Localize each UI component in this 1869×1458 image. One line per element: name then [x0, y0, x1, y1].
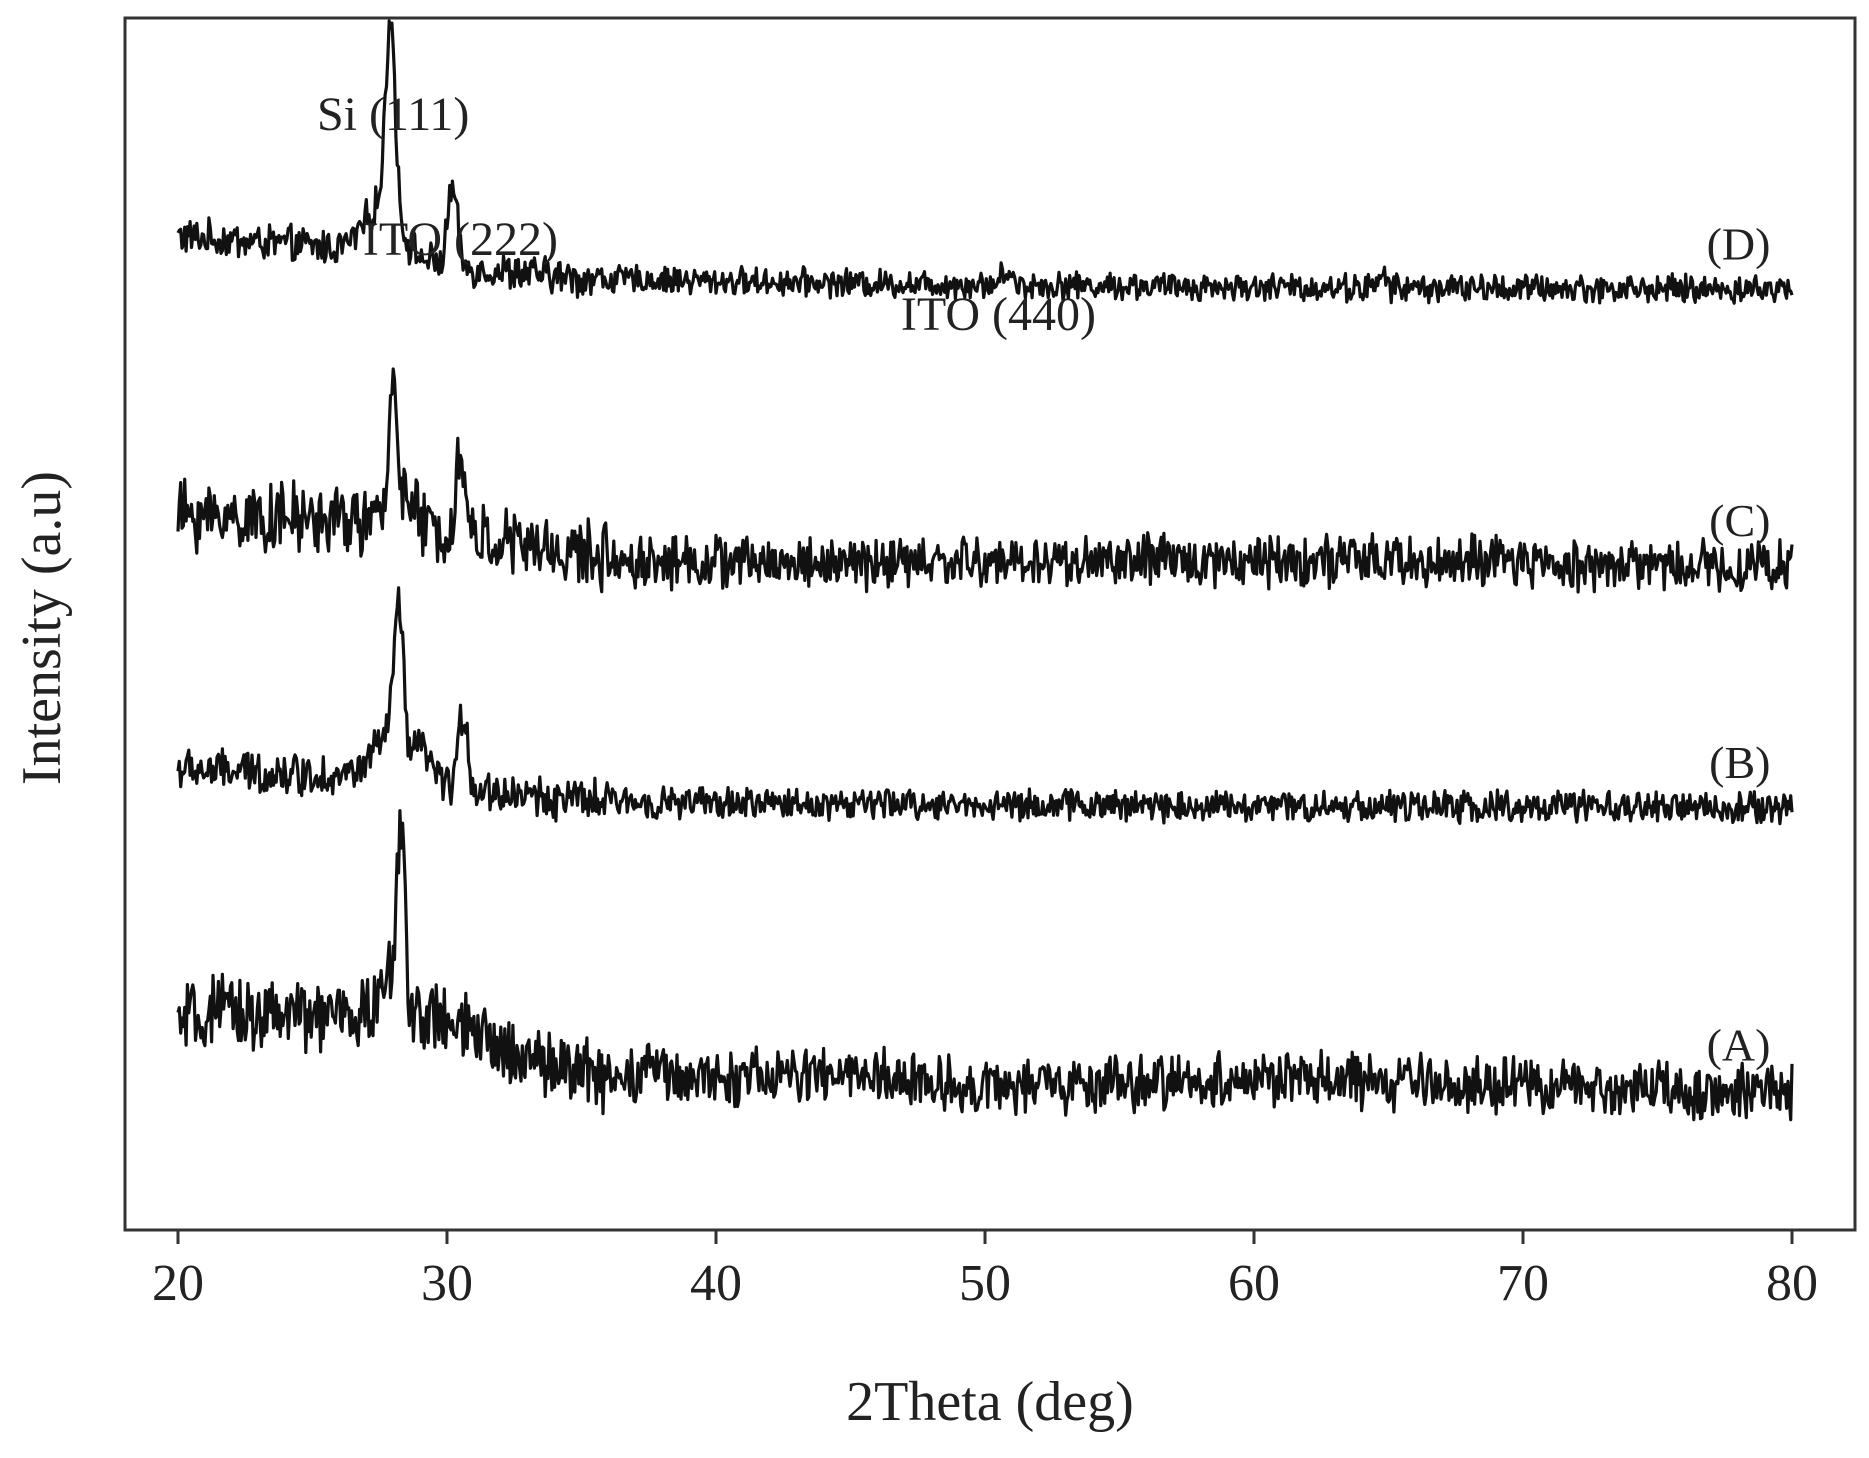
series-label: (C)	[1709, 495, 1770, 546]
x-tick-label: 20	[152, 1255, 204, 1312]
y-axis-title: Intensity (a.u)	[11, 471, 73, 785]
series-trace	[176, 586, 1794, 826]
x-tick-label: 70	[1497, 1255, 1549, 1312]
x-tick-label: 30	[421, 1255, 473, 1312]
series-trace	[176, 809, 1794, 1122]
x-tick-label: 80	[1766, 1255, 1818, 1312]
peak-annotations: Si (111) ITO (222) ITO (440)	[317, 88, 1096, 341]
peak-annotation: ITO (222)	[363, 213, 558, 266]
series-trace	[176, 367, 1794, 594]
series-label: (D)	[1707, 218, 1771, 269]
series-trace	[176, 19, 1794, 305]
peak-annotation: Si (111)	[317, 88, 469, 141]
peak-annotation: ITO (440)	[901, 288, 1096, 341]
x-tick-label: 50	[959, 1255, 1011, 1312]
x-tick-label: 60	[1228, 1255, 1280, 1312]
series-traces	[176, 19, 1794, 1122]
series-label: (B)	[1709, 737, 1770, 788]
plot-frame	[123, 16, 1857, 1232]
x-ticks: 20 30 40 50 60 70 80	[152, 1230, 1818, 1312]
series-labels: (D) (C) (B) (A)	[1707, 218, 1771, 1070]
series-label: (A)	[1707, 1020, 1771, 1071]
x-axis-title: 2Theta (deg)	[846, 1371, 1134, 1433]
x-tick-label: 40	[690, 1255, 742, 1312]
